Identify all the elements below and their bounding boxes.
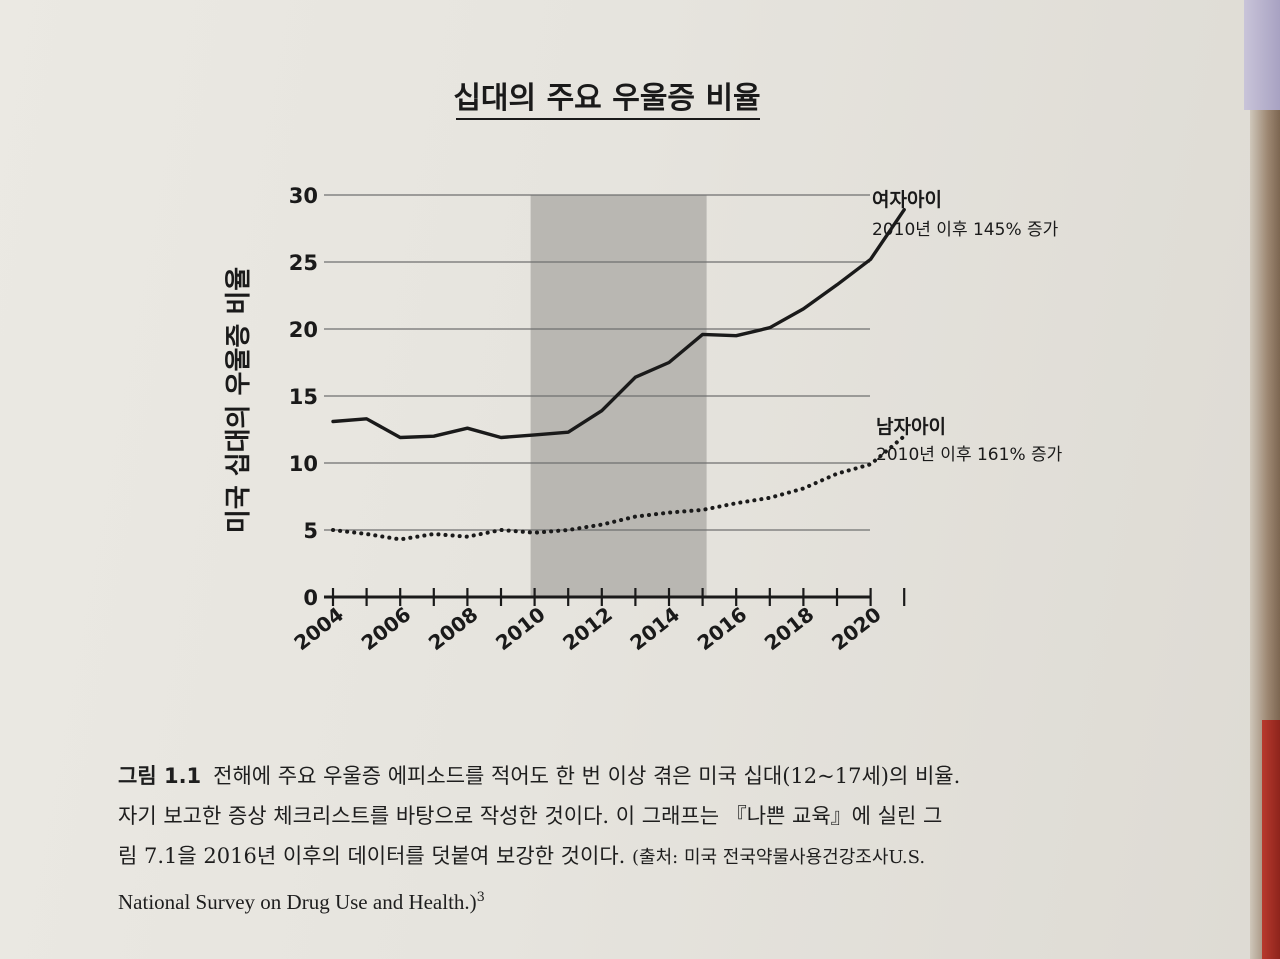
y-tick-label: 15 <box>289 385 318 409</box>
plot-area: 0 5 10 15 20 25 30 2004 2006 2008 2010 2012 2014 2016… <box>289 184 907 655</box>
caption-label: 그림 1.1 <box>118 764 202 788</box>
x-tick-label: 2016 <box>693 602 752 655</box>
x-tick-label: 2010 <box>491 602 550 655</box>
caption-text-4: National Survey on Drug Use and Health.) <box>118 890 477 914</box>
x-tick-label: 2012 <box>558 602 617 655</box>
y-tick-label: 20 <box>289 318 318 342</box>
figure-caption: 그림 1.1 전해에 주요 우울증 에피소드를 적어도 한 번 이상 겪은 미국 … <box>118 756 1098 922</box>
y-tick-label: 10 <box>289 452 318 476</box>
caption-line-2: 자기 보고한 증상 체크리스트를 바탕으로 작성한 것이다. 이 그래프는 『나… <box>118 804 943 828</box>
caption-line-4: National Survey on Drug Use and Health.)… <box>118 878 1098 922</box>
y-tick-label: 30 <box>289 184 318 208</box>
series-line-boys <box>331 434 907 542</box>
caption-line-3: 림 7.1을 2016년 이후의 데이터를 덧붙여 보강한 것이다. (출처: … <box>118 836 1098 878</box>
series-note-girls: 2010년 이후 145% 증가 <box>872 220 1059 240</box>
series-line-girls <box>331 207 906 440</box>
caption-source: (출처: 미국 전국약물사용건강조사U.S. <box>632 847 926 868</box>
caption-text-3: 림 7.1을 2016년 이후의 데이터를 덧붙여 보강한 것이다. <box>118 844 626 868</box>
caption-line-1: 그림 1.1 전해에 주요 우울증 에피소드를 적어도 한 번 이상 겪은 미국 … <box>118 756 1098 796</box>
series-note-boys: 2010년 이후 161% 증가 <box>876 445 1063 465</box>
y-tick-label: 5 <box>303 519 318 543</box>
x-tick-label: 2006 <box>357 602 416 655</box>
y-tick-label: 0 <box>303 586 318 610</box>
x-tick-label: 2020 <box>827 602 886 655</box>
series-label-girls: 여자아이 <box>872 189 942 211</box>
footnote-marker: 3 <box>476 890 485 905</box>
x-tick-label: 2018 <box>760 602 819 655</box>
caption-text-1: 전해에 주요 우울증 에피소드를 적어도 한 번 이상 겪은 미국 십대(12~… <box>213 764 961 788</box>
red-bookmark <box>1262 720 1280 959</box>
series-label-boys: 남자아이 <box>876 416 946 438</box>
y-axis-label: 미국 십대의 우울증 비율 <box>224 267 254 533</box>
x-tick-label: 2004 <box>289 602 348 655</box>
chart-title: 십대의 주요 우울증 비율 <box>453 81 760 116</box>
bookmark-strip <box>1244 0 1280 110</box>
y-tick-label: 25 <box>289 251 318 275</box>
x-tick-label: 2008 <box>424 602 483 655</box>
x-tick-label: 2014 <box>625 602 684 655</box>
